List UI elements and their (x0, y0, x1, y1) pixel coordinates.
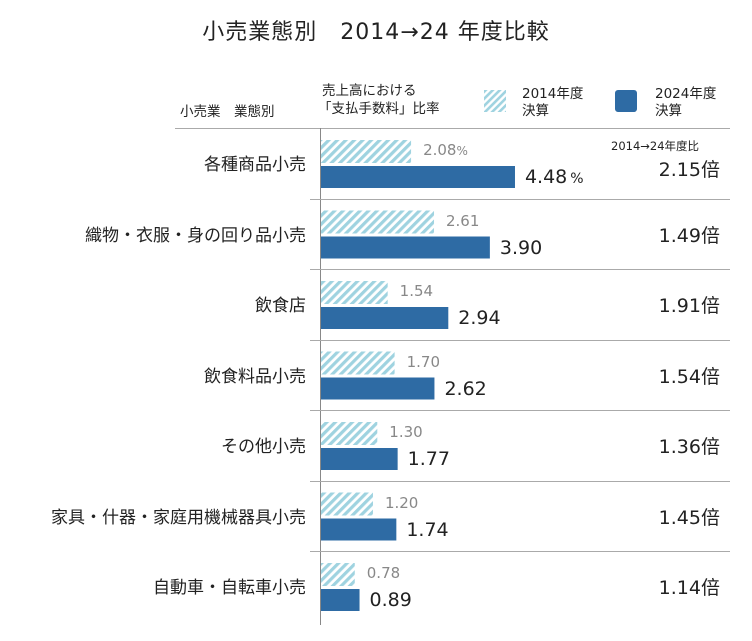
value-2024: 1.77 (407, 448, 450, 470)
ratio-label: 1.49倍 (600, 221, 720, 248)
row-divider (310, 198, 730, 200)
bar-2024 (321, 448, 398, 470)
ratio-header: 2014→24年度比 (611, 139, 700, 153)
row-divider (310, 269, 730, 270)
legend-2024-line2: 決算 (655, 103, 682, 119)
ratio-suffix: 倍 (700, 224, 720, 247)
bar-2014 (321, 351, 395, 375)
row-divider (310, 480, 730, 482)
row-divider (310, 551, 730, 552)
legend-2014-line2: 決算 (522, 103, 549, 119)
data-label-2024: 3.90 (500, 237, 542, 259)
data-label-2014: 1.70 (407, 353, 440, 371)
bar-2024 (321, 589, 360, 611)
value-2024: 4.48 (524, 166, 568, 188)
value-2014: 0.78 (366, 564, 401, 582)
ratio-label: 1.14倍 (600, 573, 720, 600)
data-label-2024: 4.48% (525, 166, 584, 188)
data-label-2014: 0.78 (367, 564, 400, 582)
bar-2014 (321, 492, 373, 516)
bar-2024 (321, 518, 397, 541)
value-2024: 2.94 (458, 307, 501, 329)
value-header-line1: 売上高における (322, 83, 417, 99)
ratio-suffix: 倍 (700, 159, 720, 181)
ratio-suffix: 倍 (700, 365, 720, 388)
value-header-line2: 「支払手数料」比率 (318, 101, 440, 117)
data-label-2024: 1.74 (406, 519, 448, 541)
data-label-2024: 2.94 (458, 307, 500, 329)
bar-2024 (321, 377, 435, 400)
value-2014: 1.54 (399, 282, 434, 300)
ratio-suffix: 倍 (700, 506, 720, 529)
ratio-label: 1.36倍 (600, 432, 720, 459)
header-divider (175, 128, 730, 129)
data-label-2024: 1.77 (408, 448, 450, 470)
value-2014: 1.20 (384, 493, 419, 512)
row-divider (310, 410, 730, 411)
ratio-label: 1.54倍 (600, 362, 720, 389)
ratio-value: 2.15 (658, 159, 701, 181)
category-label: 家具・什器・家庭用機械器具小売 (51, 507, 306, 528)
ratio-suffix: 倍 (700, 436, 720, 458)
category-label: 飲食料品小売 (204, 366, 306, 387)
category-header: 小売業 業態別 (180, 104, 275, 120)
unit-label: % (456, 144, 468, 158)
legend-swatch-2014 (484, 90, 506, 112)
data-label-2014: 1.20 (385, 494, 418, 512)
legend-2024-line1: 2024年度 (655, 86, 717, 102)
bar-2024 (321, 166, 515, 188)
data-label-2024: 2.62 (444, 378, 486, 400)
ratio-label: 2.15倍 (600, 155, 720, 182)
value-2014: 2.08 (423, 141, 457, 159)
ratio-value: 1.49 (658, 224, 701, 247)
ratio-label: 1.45倍 (600, 503, 720, 530)
ratio-suffix: 倍 (700, 295, 720, 317)
value-2014: 1.30 (389, 423, 423, 441)
bar-2014 (321, 210, 435, 234)
chart-title: 小売業態別 2014→24 年度比較 (202, 20, 550, 45)
bar-2024 (321, 236, 490, 259)
bar-2014 (321, 140, 412, 163)
ratio-label: 1.91倍 (600, 291, 720, 318)
ratio-value: 1.54 (658, 365, 701, 388)
bar-2014 (321, 281, 388, 304)
value-2024: 2.62 (444, 377, 487, 400)
data-label-2014: 1.30 (389, 423, 422, 441)
category-label: 飲食店 (255, 296, 306, 316)
bar-2014 (321, 422, 378, 445)
value-2014: 2.61 (446, 211, 480, 230)
ratio-value: 1.14 (658, 577, 701, 599)
ratio-value: 1.45 (658, 506, 701, 529)
row-divider (310, 339, 730, 341)
bar-2014 (321, 563, 355, 586)
category-label: 自動車・自転車小売 (153, 578, 306, 598)
ratio-value: 1.36 (658, 436, 701, 458)
ratio-value: 1.91 (658, 295, 701, 317)
value-2014: 1.70 (406, 352, 441, 371)
bar-2024 (321, 307, 449, 329)
value-2024: 1.74 (406, 518, 449, 541)
category-label: 各種商品小売 (204, 155, 306, 175)
data-label-2014: 1.54 (400, 282, 433, 300)
data-label-2024: 0.89 (370, 589, 412, 611)
legend-swatch-2024 (615, 90, 637, 112)
unit-label: % (570, 171, 584, 187)
value-2024: 3.90 (499, 236, 543, 259)
value-2024: 0.89 (369, 589, 412, 611)
category-label: その他小売 (221, 437, 306, 457)
data-label-2014: 2.61 (446, 212, 479, 230)
category-label: 織物・衣服・身の回り品小売 (85, 225, 306, 246)
ratio-suffix: 倍 (700, 577, 720, 599)
legend-2014-line1: 2014年度 (522, 86, 584, 102)
data-label-2014: 2.08% (423, 141, 468, 159)
y-axis-line (320, 128, 321, 625)
